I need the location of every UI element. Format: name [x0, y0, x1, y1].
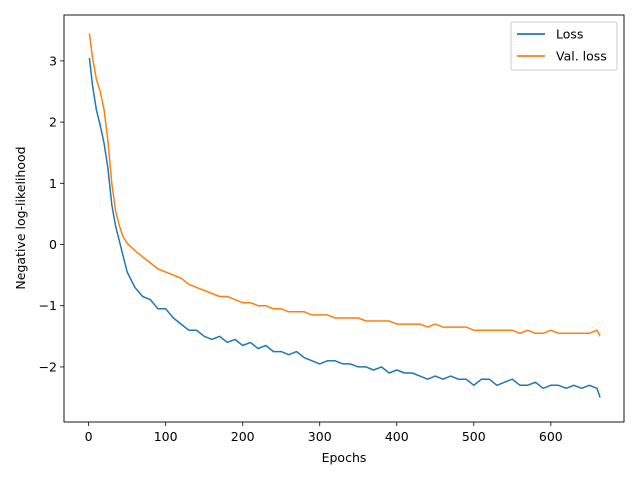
series-layer: [88, 33, 601, 398]
y-tick-label: −2: [39, 359, 57, 374]
x-axis-ticks: 0 100 200 300 400 500 600: [85, 422, 563, 444]
y-axis-ticks: −2 −1 0 1 2 3: [39, 53, 64, 374]
x-tick-label: 0: [85, 429, 93, 444]
y-tick-label: −1: [39, 298, 57, 313]
y-tick-label: 2: [49, 115, 57, 130]
series-line-loss: [88, 57, 601, 398]
x-tick-label: 500: [462, 429, 486, 444]
legend-label-val-loss: Val. loss: [556, 49, 607, 64]
x-axis-title: Epochs: [322, 450, 367, 465]
y-tick-label: 0: [49, 237, 57, 252]
x-tick-label: 300: [308, 429, 332, 444]
legend: Loss Val. loss: [510, 21, 618, 71]
axes-frame: [63, 14, 625, 423]
x-tick-label: 400: [385, 429, 409, 444]
x-tick-label: 200: [231, 429, 255, 444]
legend-label-loss: Loss: [556, 27, 583, 42]
x-tick-label: 100: [154, 429, 178, 444]
y-tick-label: 1: [49, 176, 57, 191]
series-line-val-loss: [88, 33, 601, 337]
x-tick-label: 600: [539, 429, 563, 444]
y-axis-title: Negative log-likelihood: [13, 146, 28, 289]
plot-area: [64, 15, 624, 422]
y-tick-label: 3: [49, 53, 57, 68]
